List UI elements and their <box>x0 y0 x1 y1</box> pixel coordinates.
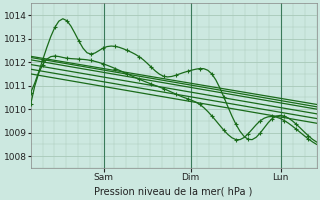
X-axis label: Pression niveau de la mer( hPa ): Pression niveau de la mer( hPa ) <box>94 187 253 197</box>
